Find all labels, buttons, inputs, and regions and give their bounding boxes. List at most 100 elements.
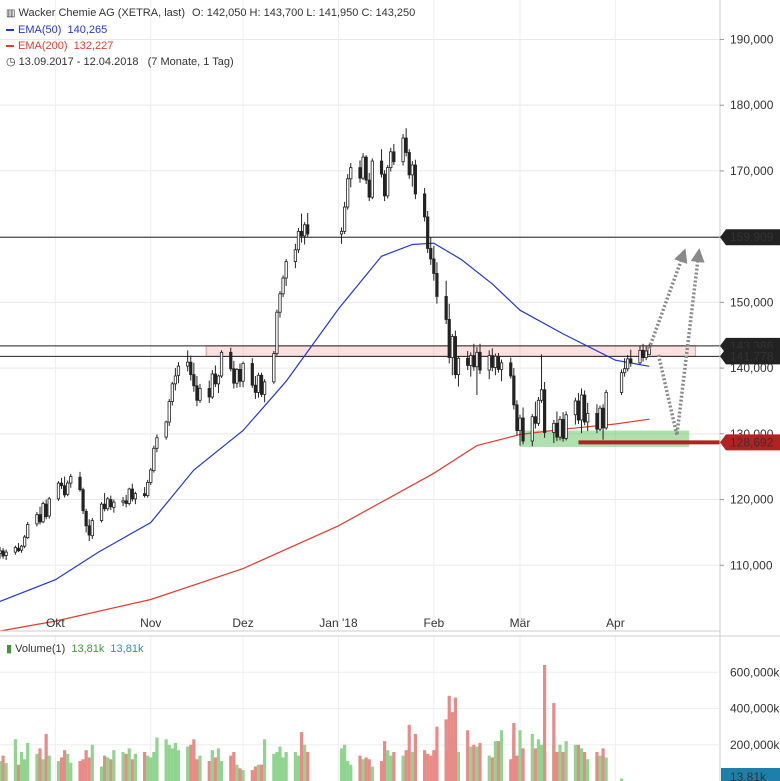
ema200-swatch — [6, 45, 14, 48]
volume-bar — [518, 730, 522, 781]
candle-body — [146, 482, 150, 496]
candle-body — [444, 296, 448, 320]
volume-bar — [521, 748, 525, 781]
scenario-arrows — [647, 248, 705, 436]
volume-bar — [59, 757, 64, 781]
volume-bar — [472, 744, 476, 781]
volume-bar — [146, 755, 150, 781]
volume-bar — [78, 761, 82, 781]
volume-tick-label: 600,000k — [730, 665, 780, 679]
candle-body — [130, 488, 134, 500]
candle-body — [66, 482, 70, 495]
volume-bar — [586, 759, 590, 781]
volume-bar — [195, 759, 199, 781]
volume-bar — [466, 730, 470, 781]
volume-bar — [275, 752, 279, 781]
volume-bar — [299, 732, 304, 781]
candle-body — [641, 349, 645, 358]
candle-body — [539, 389, 544, 401]
volume-bar — [386, 750, 390, 781]
volume-bar — [561, 752, 565, 781]
volume-bar — [176, 750, 181, 781]
volume-bar — [263, 739, 267, 781]
candle-body — [216, 375, 221, 385]
volume-bar — [121, 752, 125, 781]
candle-body — [343, 206, 347, 232]
legend-period-note: (7 Monate, 1 Tag) — [147, 56, 234, 68]
candle-body — [432, 258, 436, 274]
price-label-text: 141,778 — [730, 349, 774, 363]
candle-body — [453, 336, 457, 376]
volume-bar — [509, 759, 513, 781]
price-label-badge — [720, 434, 780, 451]
volume-bar — [35, 753, 39, 781]
candle-body — [112, 501, 116, 508]
volume-bar — [364, 757, 368, 781]
volume-bar — [103, 755, 107, 781]
volume-bar — [429, 755, 433, 781]
volume-bar — [346, 761, 350, 781]
volume-bar — [213, 757, 217, 781]
volume-bar — [296, 755, 301, 781]
candle-body — [604, 392, 608, 429]
volume-bar — [238, 768, 242, 781]
volume-bar — [539, 744, 544, 781]
candle-body — [78, 476, 82, 491]
candle-body — [176, 365, 181, 376]
volume-bar-highlight — [543, 665, 547, 781]
candle-body — [518, 417, 522, 431]
candle-body — [293, 249, 297, 263]
volume-bar — [13, 739, 17, 781]
candle-body — [619, 372, 624, 393]
x-tick-label: Feb — [424, 616, 445, 630]
volume-bar — [198, 755, 202, 781]
candle-body — [259, 374, 264, 395]
volume-bar — [530, 733, 534, 781]
candle-body — [56, 482, 61, 500]
candle-body — [623, 368, 627, 374]
volume-bar — [496, 741, 501, 781]
volume-value-2: 13,81k — [110, 643, 144, 655]
volume-bar — [229, 755, 233, 781]
y-tick-label: 170,000 — [730, 164, 774, 178]
candle-body — [87, 525, 91, 536]
candle-body — [41, 503, 45, 523]
volume-bar — [278, 746, 282, 781]
volume-bar — [0, 761, 2, 781]
candle-body — [367, 179, 371, 198]
price-label-text: 159,909 — [730, 230, 774, 244]
candle-body — [536, 399, 541, 424]
volume-bar-highlight — [450, 712, 454, 781]
candle-body — [253, 384, 257, 393]
candle-body — [109, 499, 113, 508]
volume-legend: ▮ Volume(1) 13,81k 13,81k — [6, 642, 143, 655]
chart-legend: ▥ Wacker Chemie AG (XETRA, last) O: 142,… — [6, 5, 415, 70]
candle-body — [38, 514, 42, 523]
candle-body — [170, 383, 174, 403]
volume-bar — [410, 752, 414, 781]
candle-body — [487, 355, 491, 371]
candle-body — [124, 500, 128, 504]
volume-bar — [499, 730, 504, 781]
price-label-badge — [720, 229, 780, 246]
candle-body — [339, 230, 344, 235]
candle-body — [16, 547, 21, 552]
x-tick-label: Dez — [232, 616, 253, 630]
volume-bar — [186, 746, 190, 781]
candle-body — [19, 545, 24, 551]
candle-body — [235, 368, 239, 384]
candle-body — [1, 550, 5, 557]
volume-bar-highlight — [453, 697, 457, 781]
candle-body — [275, 311, 279, 355]
candle-body — [152, 447, 156, 472]
candle-body — [601, 407, 605, 429]
candle-body — [543, 389, 547, 433]
candle-body — [63, 485, 67, 496]
candle-body — [404, 137, 408, 153]
candle-body — [4, 551, 8, 556]
x-tick-label: Nov — [140, 616, 161, 630]
candle-body — [23, 536, 27, 547]
candles — [0, 128, 651, 561]
volume-bar — [426, 753, 430, 781]
volume-bar — [413, 733, 417, 781]
